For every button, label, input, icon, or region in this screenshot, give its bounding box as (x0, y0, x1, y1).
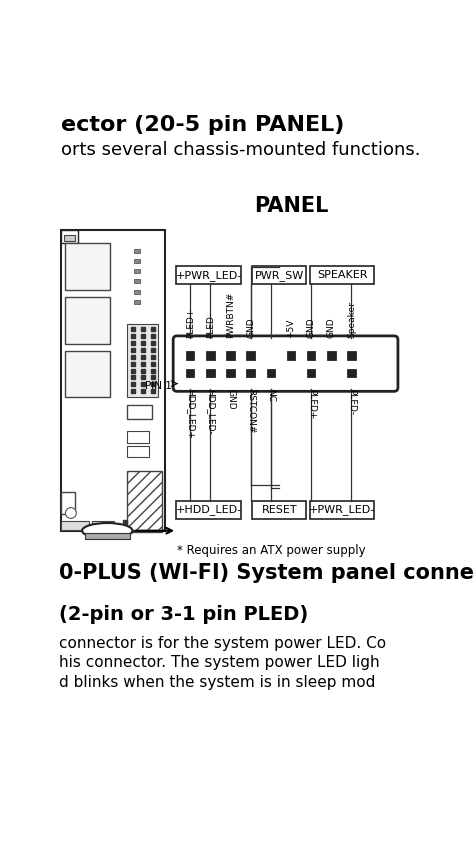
FancyBboxPatch shape (310, 501, 374, 520)
FancyBboxPatch shape (176, 501, 241, 520)
FancyBboxPatch shape (176, 266, 241, 285)
Bar (135, 300, 140, 304)
Text: * Requires an ATX power supply: * Requires an ATX power supply (177, 544, 365, 557)
Text: d blinks when the system is in sleep mod: d blinks when the system is in sleep mod (59, 674, 375, 690)
Text: +PWR_LED-: +PWR_LED- (176, 269, 242, 280)
Bar (246, 369, 255, 377)
FancyBboxPatch shape (252, 266, 307, 285)
Bar (65, 297, 110, 344)
Bar (92, 520, 113, 530)
Bar (61, 231, 165, 530)
Text: +PWR_LED-: +PWR_LED- (309, 504, 375, 515)
Bar (65, 351, 110, 397)
Bar (64, 235, 75, 241)
FancyBboxPatch shape (252, 501, 307, 520)
Text: PLED+: PLED+ (307, 389, 316, 419)
Bar (266, 369, 275, 377)
Bar (128, 446, 149, 456)
Text: PANEL: PANEL (255, 195, 329, 216)
Bar (128, 471, 162, 532)
Text: (2-pin or 3-1 pin PLED): (2-pin or 3-1 pin PLED) (59, 605, 309, 625)
Bar (65, 243, 110, 290)
Bar (307, 351, 315, 360)
Bar (128, 405, 152, 419)
Text: RSTCON#: RSTCON# (246, 389, 255, 434)
Text: his connector. The system power LED ligh: his connector. The system power LED ligh (59, 655, 380, 670)
Bar (347, 351, 356, 360)
Bar (246, 351, 255, 360)
Text: PLED-: PLED- (347, 389, 356, 415)
Text: SPEAKER: SPEAKER (317, 270, 367, 280)
Text: GND: GND (327, 317, 336, 338)
Text: PWRBTN#: PWRBTN# (226, 292, 235, 338)
Text: GND: GND (226, 389, 235, 410)
Bar (135, 249, 140, 253)
Bar (61, 493, 75, 514)
Circle shape (65, 508, 76, 519)
Text: PIN 1: PIN 1 (145, 381, 172, 392)
Text: RESET: RESET (262, 505, 297, 515)
Bar (61, 231, 78, 242)
Bar (186, 369, 194, 377)
FancyBboxPatch shape (310, 266, 374, 285)
Bar (135, 290, 140, 294)
Bar (135, 279, 140, 283)
Bar (206, 369, 215, 377)
Text: +5V: +5V (286, 319, 295, 338)
Text: +HDD_LED-: +HDD_LED- (176, 504, 242, 515)
Bar (347, 369, 356, 377)
Text: PWR_SW: PWR_SW (255, 269, 304, 280)
Bar (327, 351, 336, 360)
Text: HDD_LED-: HDD_LED- (206, 389, 215, 434)
Bar (135, 258, 140, 263)
Bar (287, 351, 295, 360)
Text: orts several chassis-mounted functions.: orts several chassis-mounted functions. (61, 141, 420, 159)
Bar (85, 533, 130, 539)
Text: HDD_LED+: HDD_LED+ (186, 389, 195, 439)
Bar (206, 351, 215, 360)
Bar (226, 351, 235, 360)
Text: 0-PLUS (WI-FI) System panel connector: 0-PLUS (WI-FI) System panel connector (59, 563, 474, 583)
Text: Speaker: Speaker (347, 301, 356, 338)
Bar (128, 324, 158, 397)
Text: PLED+: PLED+ (186, 308, 195, 338)
Bar (135, 269, 140, 273)
Ellipse shape (82, 523, 133, 538)
Bar (307, 369, 315, 377)
Text: PLED-: PLED- (206, 312, 215, 338)
Text: GND: GND (246, 317, 255, 338)
Text: connector is for the system power LED. Co: connector is for the system power LED. C… (59, 637, 386, 651)
Bar (128, 430, 149, 443)
FancyBboxPatch shape (173, 336, 398, 392)
Text: GND: GND (307, 317, 316, 338)
Text: ector (20-5 pin PANEL): ector (20-5 pin PANEL) (61, 115, 344, 135)
Text: NC: NC (266, 389, 275, 402)
Bar (226, 369, 235, 377)
Bar (61, 520, 89, 530)
Bar (186, 351, 194, 360)
